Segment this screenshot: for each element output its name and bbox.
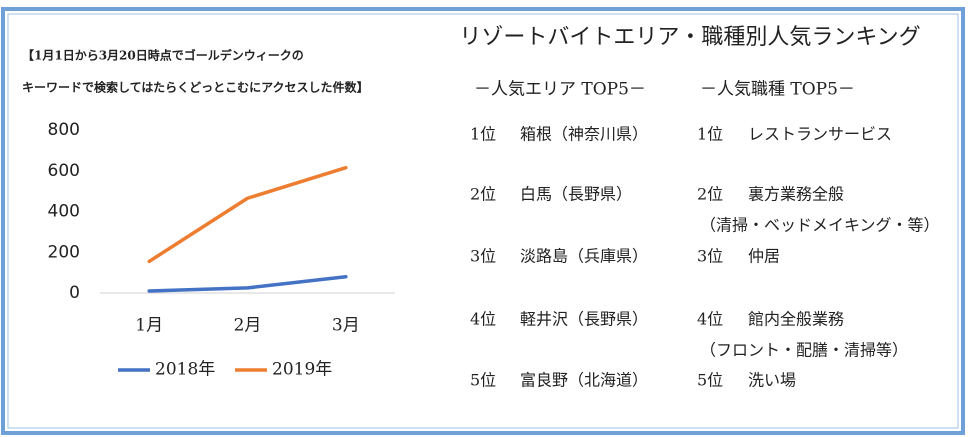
- frame: [1, 7, 965, 435]
- y-tick-label: 400: [48, 202, 80, 222]
- job-note: （清掃・ベッドメイキング・等）: [700, 216, 940, 235]
- job-rank: 5位: [697, 371, 723, 390]
- area-rank: 3位: [470, 247, 496, 266]
- job-rank: 2位: [697, 185, 723, 204]
- area-name: 富良野（北海道）: [520, 371, 648, 390]
- frame-inner: [7, 13, 959, 429]
- y-tick-label: 800: [48, 120, 80, 140]
- y-tick-label: 0: [69, 283, 80, 303]
- chart-title: キーワードで検索してはたらくどっとこむにアクセスした件数】: [22, 80, 369, 95]
- area-name: 白馬（長野県）: [520, 185, 632, 204]
- job-header: －人気職種 TOP5－: [700, 80, 855, 100]
- y-tick-label: 600: [48, 161, 80, 181]
- job-rank: 3位: [697, 247, 723, 266]
- job-rank: 1位: [697, 125, 723, 144]
- job-name: 洗い場: [748, 371, 796, 390]
- x-tick-label: 2月: [234, 316, 262, 336]
- legend-label: 2019年: [272, 360, 332, 380]
- area-name: 箱根（神奈川県）: [520, 125, 648, 144]
- legend-label: 2018年: [155, 360, 215, 380]
- chart-title: 【1月1日から3月20日時点でゴールデンウィークの: [22, 48, 304, 63]
- area-header: －人気エリア TOP5－: [474, 80, 646, 100]
- area-rank: 1位: [470, 125, 496, 144]
- y-tick-label: 200: [48, 242, 80, 262]
- area-rank: 4位: [470, 310, 496, 329]
- area-rank: 2位: [470, 185, 496, 204]
- area-name: 淡路島（兵庫県）: [520, 247, 648, 266]
- job-note: （フロント・配膳・清掃等）: [700, 341, 908, 360]
- x-tick-label: 1月: [135, 316, 163, 336]
- series-line: [147, 274, 348, 293]
- series-line: [147, 165, 348, 264]
- area-rank: 5位: [470, 371, 496, 390]
- x-tick-label: 3月: [332, 316, 360, 336]
- job-rank: 4位: [697, 310, 723, 329]
- area-name: 軽井沢（長野県）: [520, 310, 648, 329]
- job-name: 仲居: [748, 247, 780, 266]
- job-name: 裏方業務全般: [748, 185, 844, 204]
- job-name: 館内全般業務: [748, 310, 844, 329]
- ranking-title: リゾートバイトエリア・職種別人気ランキング: [459, 25, 920, 50]
- job-name: レストランサービス: [748, 125, 892, 144]
